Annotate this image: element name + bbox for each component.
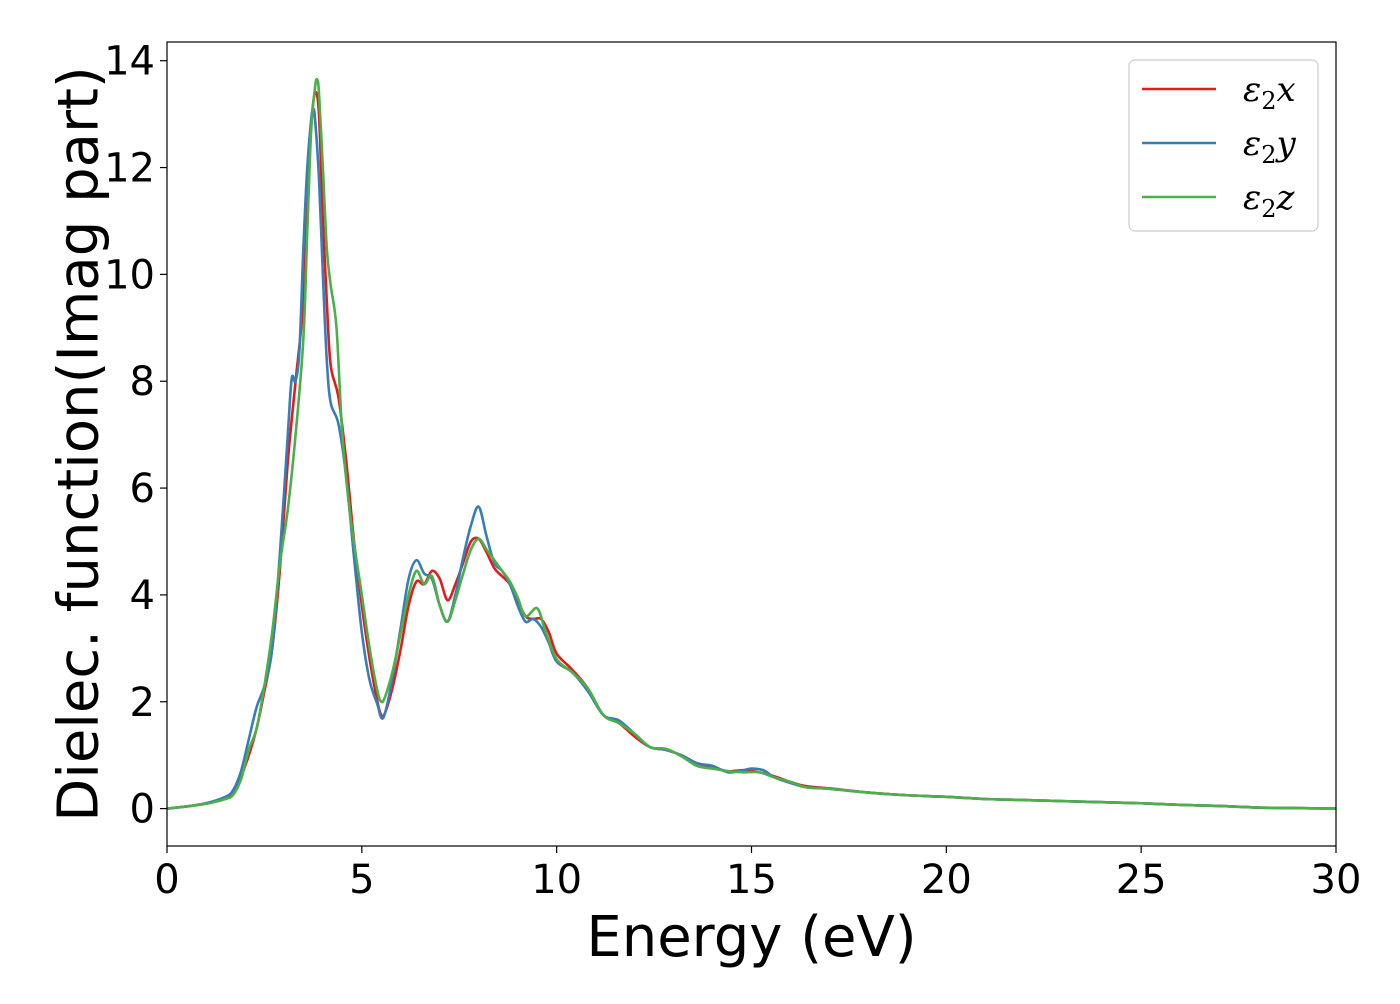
y-tick-label: 2 — [130, 680, 155, 726]
y-tick-label: 0 — [130, 787, 155, 833]
x-tick-label: 0 — [154, 857, 179, 903]
y-tick-label: 6 — [130, 466, 155, 512]
x-tick-label: 15 — [726, 857, 777, 903]
y-tick-label: 10 — [104, 252, 155, 298]
legend-label-axis: z — [1276, 178, 1296, 218]
plot-area — [167, 77, 1336, 810]
legend-label-subscript: 2 — [1261, 141, 1276, 169]
legend-label-axis: x — [1277, 70, 1296, 110]
x-axis-title: Energy (eV) — [586, 905, 916, 970]
legend-label-base: ε — [1243, 178, 1261, 218]
y-axis-title: Dielec. function(Imag part) — [47, 66, 112, 822]
y-tick-label: 8 — [130, 359, 155, 405]
axes: 0 5 10 15 20 25 30 0 2 4 6 8 10 12 14 — [104, 39, 1361, 903]
x-tick-label: 5 — [349, 857, 374, 903]
x-tick-label: 20 — [921, 857, 972, 903]
x-tick-label: 30 — [1311, 857, 1362, 903]
y-tick-label: 4 — [130, 573, 155, 619]
legend-label-base: ε — [1243, 70, 1261, 110]
y-tick-label: 12 — [104, 146, 155, 192]
legend-label-subscript: 2 — [1261, 87, 1276, 115]
legend-label-z: ε2z — [1243, 178, 1296, 223]
legend-label-axis: y — [1275, 124, 1297, 164]
legend-box — [1128, 59, 1319, 232]
legend-label-base: ε — [1243, 124, 1261, 164]
series-line-z — [167, 77, 1336, 810]
x-tick-label: 25 — [1116, 857, 1167, 903]
x-tick-label: 10 — [531, 857, 582, 903]
legend-label-y: ε2y — [1243, 124, 1297, 169]
legend-label-x: ε2x — [1243, 70, 1296, 115]
legend-label-subscript: 2 — [1261, 195, 1276, 223]
y-tick-label: 14 — [104, 39, 155, 85]
